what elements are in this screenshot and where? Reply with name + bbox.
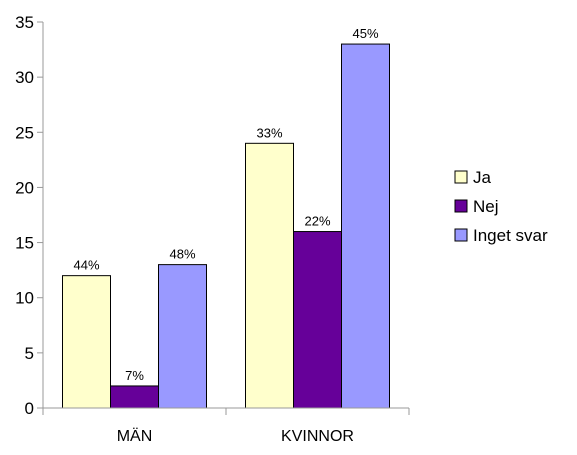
bar: [245, 142, 294, 409]
x-category-label: MÄN: [117, 427, 153, 445]
y-tick-label: 5: [25, 344, 34, 363]
legend: Ja Nej Inget svar: [454, 168, 548, 245]
x-category-label: KVINNOR: [281, 428, 354, 445]
data-label: 45%: [352, 26, 378, 41]
legend-label: Inget svar: [473, 226, 548, 245]
data-label: 7%: [125, 368, 144, 383]
data-label: 44%: [73, 258, 99, 273]
legend-swatch: [454, 228, 468, 242]
data-label: 48%: [169, 247, 195, 262]
legend-label: Nej: [473, 197, 499, 216]
y-tick-label: 15: [15, 234, 34, 253]
y-tick-label: 35: [15, 13, 34, 32]
bar: [110, 385, 159, 409]
x-axis-labels: MÄN KVINNOR: [117, 427, 354, 445]
data-label: 22%: [304, 214, 330, 229]
legend-swatch: [454, 199, 468, 213]
data-labels: 44% 7% 48% 33% 22% 45%: [73, 26, 378, 383]
legend-swatch: [454, 170, 468, 184]
legend-label: Ja: [473, 168, 492, 187]
bar: [341, 43, 390, 409]
y-tick-label: 25: [15, 123, 34, 142]
y-tick-label: 0: [25, 399, 34, 418]
y-tick-label: 10: [15, 289, 34, 308]
y-tick-label: 20: [15, 178, 34, 197]
y-axis-ticks: 0 5 10 15 20 25 30 35: [15, 13, 43, 418]
bars: [62, 43, 390, 409]
bar: [293, 231, 342, 409]
data-label: 33%: [256, 125, 282, 140]
bar: [62, 275, 111, 409]
bar: [158, 264, 207, 409]
axes: [42, 22, 410, 415]
y-tick-label: 30: [15, 68, 34, 87]
